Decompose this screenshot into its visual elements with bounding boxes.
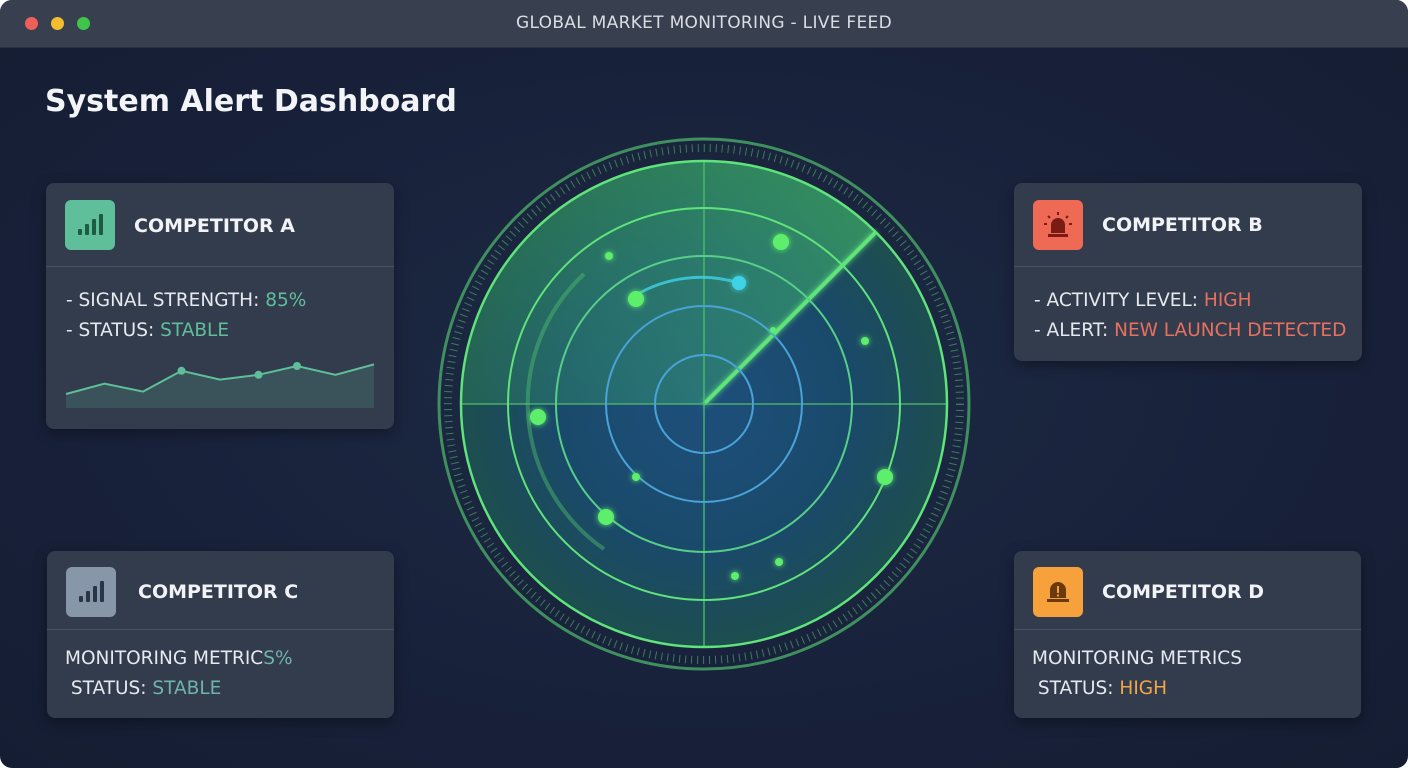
radar-blip <box>605 252 613 260</box>
radar-ring <box>605 305 803 503</box>
signal-strength-value: 85% <box>265 290 307 311</box>
monitoring-metrics-label: MONITORING METRICS <box>1032 648 1242 669</box>
close-window-button[interactable] <box>25 17 38 30</box>
alert-line: - ALERT: NEW LAUNCH DETECTED <box>1034 320 1346 341</box>
label: - ACTIVITY LEVEL: <box>1034 290 1204 311</box>
label: - SIGNAL STRENGTH: <box>66 290 266 311</box>
alert-value: NEW LAUNCH DETECTED <box>1114 320 1347 341</box>
radar-ring <box>459 159 949 649</box>
radar-blip <box>773 234 789 250</box>
radar-blip <box>770 327 776 333</box>
sparkline-area <box>66 364 374 408</box>
competitor-d-card[interactable]: COMPETITOR D MONITORING METRICS STATUS: … <box>1014 551 1361 718</box>
label: MONITORING METRIC <box>65 648 264 669</box>
competitor-a-card[interactable]: COMPETITOR A - SIGNAL STRENGTH: 85% - ST… <box>46 183 394 429</box>
minimize-window-button[interactable] <box>51 17 64 30</box>
sparkline-marker <box>177 366 186 375</box>
card-title: COMPETITOR A <box>134 215 295 237</box>
competitor-b-card[interactable]: COMPETITOR B - ACTIVITY LEVEL: HIGH - AL… <box>1014 183 1362 361</box>
competitor-c-card[interactable]: COMPETITOR C MONITORING METRICS% STATUS:… <box>47 551 394 718</box>
status-line: STATUS: STABLE <box>65 678 221 699</box>
label: STATUS: <box>65 678 153 699</box>
sparkline-line <box>65 363 375 395</box>
activity-level-value: HIGH <box>1203 290 1252 311</box>
signal-strength-line: - SIGNAL STRENGTH: 85% <box>66 290 306 311</box>
radar-blip <box>598 509 614 525</box>
radar-ring <box>555 255 853 553</box>
title-bar: GLOBAL MARKET MONITORING - LIVE FEED <box>0 0 1408 48</box>
siren-icon <box>1033 200 1083 250</box>
radar-trail <box>525 272 606 551</box>
radar-sweep-beam <box>702 230 878 406</box>
radar-blip <box>628 291 644 307</box>
radar-ring <box>654 354 754 454</box>
status-value: HIGH <box>1119 678 1168 699</box>
monitoring-metric-line: MONITORING METRICS% <box>65 648 293 669</box>
radar-trail <box>635 275 740 297</box>
signal-bars-icon <box>66 567 116 617</box>
sparkline-chart <box>65 362 375 408</box>
radar-blip <box>861 337 869 345</box>
status-line: STATUS: HIGH <box>1032 678 1167 699</box>
radar-blip <box>632 473 640 481</box>
status-line: - STATUS: STABLE <box>66 320 229 341</box>
radar-outer-bezel <box>437 137 971 671</box>
label: - ALERT: <box>1034 320 1115 341</box>
page-title: System Alert Dashboard <box>45 84 457 119</box>
card-title: COMPETITOR B <box>1102 214 1263 236</box>
radar-display <box>437 137 971 671</box>
activity-level-line: - ACTIVITY LEVEL: HIGH <box>1034 290 1252 311</box>
metric-value: S% <box>263 648 293 669</box>
warning-beacon-icon <box>1033 567 1083 617</box>
maximize-window-button[interactable] <box>77 17 90 30</box>
card-title: COMPETITOR D <box>1102 581 1265 603</box>
signal-bars-icon <box>65 200 115 250</box>
label: STATUS: <box>1032 678 1120 699</box>
radar-tick-ring <box>444 144 964 664</box>
sparkline-marker <box>293 362 301 370</box>
radar-blip <box>732 276 746 290</box>
radar-ring <box>507 207 901 601</box>
radar-blip <box>731 572 739 580</box>
sparkline-marker <box>254 370 263 379</box>
radar-blip <box>877 469 893 485</box>
status-value: STABLE <box>160 320 230 341</box>
label: - STATUS: <box>66 320 161 341</box>
radar-blip <box>775 558 783 566</box>
card-title: COMPETITOR C <box>138 581 299 603</box>
radar-blip <box>530 409 546 425</box>
status-value: STABLE <box>152 678 222 699</box>
window-title: GLOBAL MARKET MONITORING - LIVE FEED <box>516 13 892 33</box>
